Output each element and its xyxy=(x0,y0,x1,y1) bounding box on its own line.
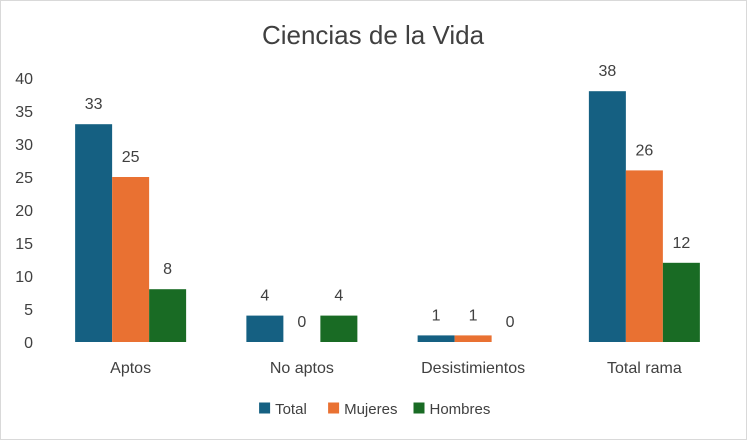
data-label-mujeres-4: 26 xyxy=(635,142,653,159)
data-labels: 33 25 8 4 0 4 1 1 0 38 26 12 xyxy=(85,63,691,331)
data-label-total-4: 38 xyxy=(598,63,616,80)
data-label-hombres-4: 12 xyxy=(672,235,690,252)
data-label-total-1: 33 xyxy=(85,96,103,113)
data-label-hombres-1: 8 xyxy=(163,261,172,278)
legend-swatch-total xyxy=(259,402,271,414)
y-axis: 0 5 10 15 20 25 30 35 40 xyxy=(15,71,33,352)
bar-mujeres-3 xyxy=(454,335,492,342)
bar-mujeres-1 xyxy=(112,177,150,342)
y-tick-label: 35 xyxy=(15,104,33,121)
y-tick-label: 25 xyxy=(15,170,33,187)
legend: Total Mujeres Hombres xyxy=(259,401,490,418)
legend-label-total: Total xyxy=(275,401,307,418)
x-category-label: No aptos xyxy=(270,360,334,377)
y-tick-label: 40 xyxy=(15,71,33,88)
bar-hombres-4 xyxy=(662,262,700,342)
data-label-mujeres-2: 0 xyxy=(297,314,306,331)
y-tick-label: 30 xyxy=(15,137,33,154)
x-axis: Aptos No aptos Desistimientos Total rama xyxy=(110,360,682,377)
bar-mujeres-4 xyxy=(625,170,663,342)
bar-total-1 xyxy=(75,124,113,342)
legend-label-mujeres: Mujeres xyxy=(344,401,397,418)
y-tick-label: 5 xyxy=(24,302,33,319)
data-label-mujeres-3: 1 xyxy=(469,307,478,324)
y-tick-label: 10 xyxy=(15,269,33,286)
legend-swatch-hombres xyxy=(413,402,425,414)
chart-title: Ciencias de la Vida xyxy=(262,20,485,50)
data-label-hombres-3: 0 xyxy=(506,314,515,331)
bar-hombres-1 xyxy=(149,289,187,342)
data-label-total-2: 4 xyxy=(260,288,269,305)
x-category-label: Aptos xyxy=(110,360,151,377)
bar-total-2 xyxy=(246,315,284,342)
data-label-mujeres-1: 25 xyxy=(122,149,140,166)
bar-total-4 xyxy=(588,91,626,342)
bar-total-3 xyxy=(417,335,455,342)
bars xyxy=(75,91,700,342)
bar-hombres-2 xyxy=(320,315,358,342)
data-label-total-3: 1 xyxy=(432,307,441,324)
y-tick-label: 20 xyxy=(15,203,33,220)
legend-label-hombres: Hombres xyxy=(430,401,491,418)
legend-swatch-mujeres xyxy=(328,402,340,414)
data-label-hombres-2: 4 xyxy=(334,288,343,305)
x-category-label: Desistimientos xyxy=(421,360,525,377)
y-tick-label: 15 xyxy=(15,236,33,253)
x-category-label: Total rama xyxy=(607,360,682,377)
y-tick-label: 0 xyxy=(24,335,33,352)
